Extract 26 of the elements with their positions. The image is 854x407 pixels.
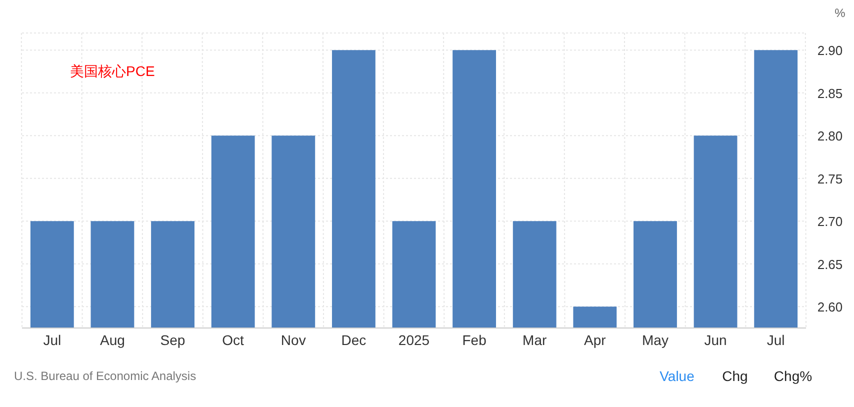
x-tick-label: Jun xyxy=(704,332,727,348)
y-axis-title: % xyxy=(834,6,846,20)
x-tick-label: Nov xyxy=(280,332,306,348)
y-tick-label: 2.70 xyxy=(817,214,843,230)
x-tick-label: Sep xyxy=(160,332,186,348)
x-tick-label: Apr xyxy=(584,332,606,348)
y-tick-label: 2.90 xyxy=(817,43,843,58)
y-tick-label: 2.75 xyxy=(817,171,843,186)
text: Value xyxy=(660,368,695,384)
x-tick-label: Dec xyxy=(341,332,366,348)
y-tick-label: 2.80 xyxy=(817,128,843,144)
x-tick-label: Jul xyxy=(43,332,62,348)
x-tick-label: May xyxy=(642,332,668,348)
x-tick-label: Aug xyxy=(100,332,125,348)
x-tick-label: Oct xyxy=(222,332,244,348)
y-tick-label: 2.65 xyxy=(817,256,843,272)
x-tick-label: 2025 xyxy=(398,332,430,348)
y-tick-label: 2.60 xyxy=(817,300,843,315)
text: U.S. Bureau of Economic Analysis xyxy=(14,369,196,383)
text: Chg xyxy=(722,368,748,384)
y-tick-label: 2.85 xyxy=(817,86,843,101)
x-tick-label: Feb xyxy=(462,332,487,348)
text: 美国核心PCE xyxy=(70,63,155,79)
text: Chg% xyxy=(774,368,812,384)
x-tick-label: Jul xyxy=(766,332,785,348)
x-tick-label: Mar xyxy=(522,332,547,348)
